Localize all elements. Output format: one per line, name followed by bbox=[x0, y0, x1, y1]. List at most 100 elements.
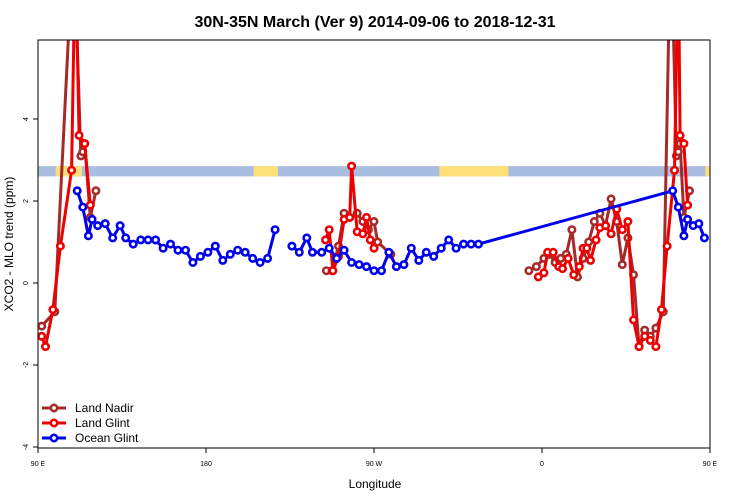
data-point bbox=[143, 235, 153, 245]
data-point bbox=[617, 225, 627, 235]
data-point bbox=[361, 212, 371, 222]
data-point bbox=[40, 342, 50, 352]
data-point bbox=[347, 257, 357, 267]
data-point bbox=[72, 186, 82, 196]
x-tick-label: 90 E bbox=[31, 461, 46, 468]
data-point bbox=[459, 239, 469, 249]
data-point bbox=[651, 342, 661, 352]
data-point bbox=[203, 247, 213, 257]
data-point bbox=[339, 245, 349, 255]
data-point bbox=[600, 221, 610, 231]
data-point bbox=[87, 214, 97, 224]
data-point bbox=[384, 247, 394, 257]
data-point bbox=[640, 331, 650, 341]
data-point bbox=[414, 255, 424, 265]
data-point bbox=[347, 161, 357, 171]
data-point bbox=[406, 243, 416, 253]
data-point bbox=[391, 262, 401, 272]
data-point bbox=[80, 139, 90, 149]
data-point bbox=[240, 247, 250, 257]
data-point bbox=[93, 221, 103, 231]
legend-swatch-marker bbox=[49, 403, 59, 413]
data-point bbox=[617, 260, 627, 270]
data-point bbox=[181, 245, 191, 255]
data-point bbox=[444, 235, 454, 245]
data-point bbox=[591, 235, 601, 245]
data-point bbox=[606, 194, 616, 204]
data-point bbox=[668, 186, 678, 196]
data-point bbox=[195, 251, 205, 261]
data-point bbox=[287, 241, 297, 251]
legend-item: Land Glint bbox=[42, 416, 130, 430]
data-point bbox=[567, 225, 577, 235]
data-point bbox=[628, 315, 638, 325]
data-point bbox=[151, 235, 161, 245]
data-point bbox=[255, 257, 265, 267]
legend-item: Land Nadir bbox=[42, 401, 134, 415]
data-point bbox=[324, 225, 334, 235]
data-point bbox=[574, 262, 584, 272]
data-point bbox=[91, 186, 101, 196]
data-point bbox=[473, 239, 483, 249]
y-axis-label: XCO2 - MLO trend (ppm) bbox=[2, 177, 16, 312]
data-point bbox=[225, 249, 235, 259]
data-point bbox=[78, 202, 88, 212]
data-point bbox=[645, 335, 655, 345]
y-axis: -4 -2 0 2 4 bbox=[23, 117, 38, 450]
legend-item: Ocean Glint bbox=[42, 431, 139, 445]
data-point bbox=[548, 247, 558, 257]
data-point bbox=[369, 217, 379, 227]
data-point bbox=[358, 229, 368, 239]
data-point bbox=[557, 264, 567, 274]
data-point bbox=[188, 257, 198, 267]
data-point bbox=[121, 233, 131, 243]
x-tick-label: 180 bbox=[200, 461, 212, 468]
data-point bbox=[354, 260, 364, 270]
data-point bbox=[55, 241, 65, 251]
data-point bbox=[569, 270, 579, 280]
data-point bbox=[679, 139, 689, 149]
legend-label: Land Glint bbox=[75, 416, 130, 430]
data-point bbox=[83, 231, 93, 241]
band-sea bbox=[38, 166, 710, 177]
data-point bbox=[173, 245, 183, 255]
data-point bbox=[361, 262, 371, 272]
data-point bbox=[421, 247, 431, 257]
data-point bbox=[373, 237, 383, 247]
x-axis: 90 E 180 90 W 0 90 E bbox=[31, 448, 718, 468]
data-point bbox=[429, 251, 439, 261]
data-point bbox=[136, 235, 146, 245]
data-point bbox=[466, 239, 476, 249]
x-axis-label: Longitude bbox=[349, 477, 402, 491]
data-point bbox=[563, 253, 573, 263]
legend-swatch-marker bbox=[49, 418, 59, 428]
data-point bbox=[582, 243, 592, 253]
data-point bbox=[675, 130, 685, 140]
legend-swatch-marker bbox=[49, 433, 59, 443]
band-land-4 bbox=[731, 166, 737, 176]
data-point bbox=[248, 253, 258, 263]
data-point bbox=[589, 217, 599, 227]
x-tick-label: 90 E bbox=[703, 461, 718, 468]
data-point bbox=[332, 253, 342, 263]
series-layer bbox=[38, 40, 709, 352]
data-point bbox=[524, 266, 534, 276]
data-point bbox=[369, 266, 379, 276]
data-point bbox=[38, 321, 47, 331]
data-point bbox=[365, 235, 375, 245]
data-point bbox=[656, 305, 666, 315]
data-point bbox=[328, 266, 338, 276]
data-point bbox=[100, 219, 110, 229]
data-point bbox=[623, 217, 633, 227]
land-sea-band bbox=[38, 166, 737, 177]
data-point bbox=[531, 262, 541, 272]
data-point bbox=[270, 225, 280, 235]
data-point bbox=[376, 266, 386, 276]
data-point bbox=[302, 233, 312, 243]
data-point bbox=[585, 255, 595, 265]
data-point bbox=[679, 231, 689, 241]
band-land-3 bbox=[705, 166, 710, 177]
data-point bbox=[210, 241, 220, 251]
data-point bbox=[307, 247, 317, 257]
